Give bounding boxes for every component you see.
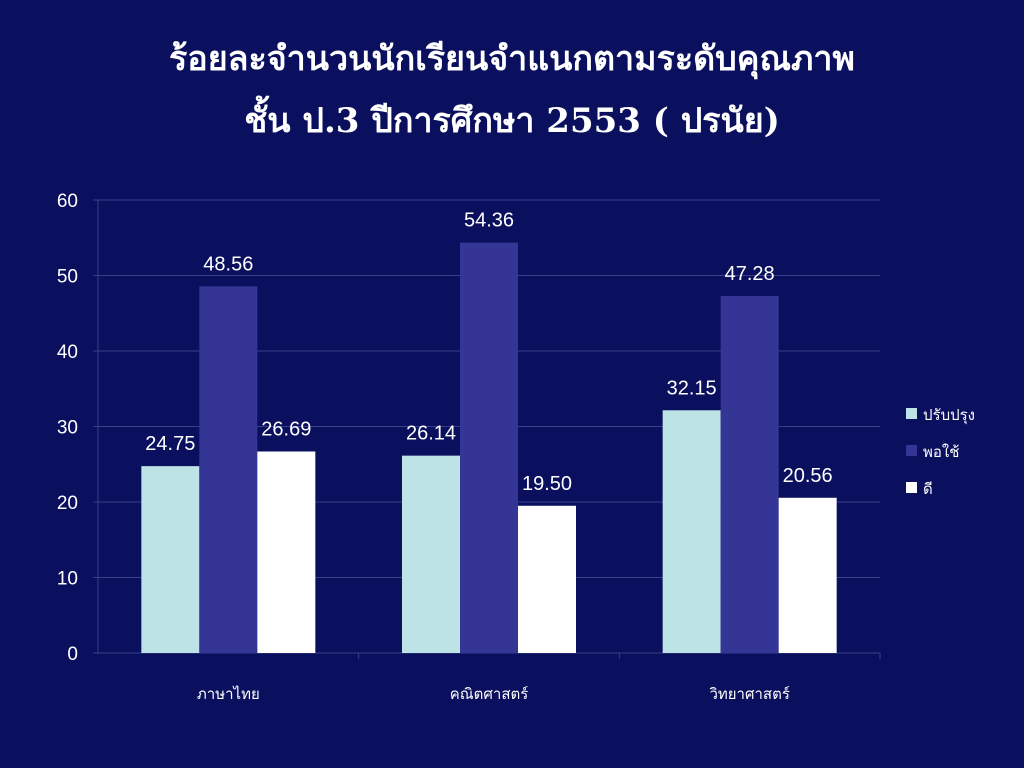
data-labels: 24.75 48.56 26.69 26.14 54.36 19.50 32.15 47.28…	[145, 210, 832, 495]
data-label-2-2: 20.56	[783, 465, 833, 487]
data-label-1-0: 48.56	[203, 253, 253, 275]
chart-title-line-2: ชั้น ป.3 ปีการศึกษา 2553 ( ปรนัย)	[244, 101, 780, 141]
x-category-label-0: ภาษาไทย	[197, 685, 260, 703]
bar-0-0	[141, 466, 200, 653]
y-tick-label-20: 20	[57, 493, 78, 514]
data-label-1-2: 47.28	[725, 263, 775, 285]
legend-swatch-1	[906, 445, 917, 456]
chart-title: ร้อยละจำนวนนักเรียนจำแนกตามระดับคุณภาพ ช…	[0, 28, 1024, 152]
bar-1-0	[199, 286, 258, 653]
data-label-0-2: 32.15	[667, 377, 717, 399]
bar-2-0	[257, 451, 316, 653]
x-category-label-1: คณิตศาสตร์	[450, 685, 529, 703]
y-tick-label-50: 50	[57, 267, 78, 288]
axes: 0 10 20 30 40 50 60 ภาษาไทย คณิตศาสตร์ วิทยาศาสตร…	[57, 191, 881, 703]
legend-swatch-2	[906, 482, 917, 493]
y-tick-label-30: 30	[57, 418, 78, 439]
bar-1-1	[460, 242, 518, 653]
bars	[141, 242, 837, 653]
data-label-2-1: 19.50	[522, 473, 572, 495]
data-label-1-1: 54.36	[464, 210, 514, 232]
y-tick-label-10: 10	[57, 569, 78, 590]
y-tick-label-60: 60	[57, 191, 78, 212]
y-tick-label-40: 40	[57, 342, 78, 363]
data-label-0-1: 26.14	[406, 423, 456, 445]
bar-0-1	[402, 455, 460, 653]
legend-swatch-0	[906, 408, 917, 419]
data-label-2-0: 26.69	[261, 418, 311, 440]
bar-2-2	[778, 497, 837, 653]
legend-label-0: ปรับปรุง	[923, 406, 975, 425]
bar-0-2	[662, 410, 721, 653]
bar-1-2	[720, 296, 779, 653]
data-label-0-0: 24.75	[145, 433, 195, 455]
x-category-label-2: วิทยาศาสตร์	[709, 685, 790, 703]
y-tick-label-0: 0	[67, 644, 78, 665]
chart-title-line-1: ร้อยละจำนวนนักเรียนจำแนกตามระดับคุณภาพ	[169, 39, 855, 79]
bar-2-1	[518, 505, 576, 653]
legend-label-2: ดี	[923, 480, 933, 498]
legend-label-1: พอใช้	[923, 443, 959, 461]
